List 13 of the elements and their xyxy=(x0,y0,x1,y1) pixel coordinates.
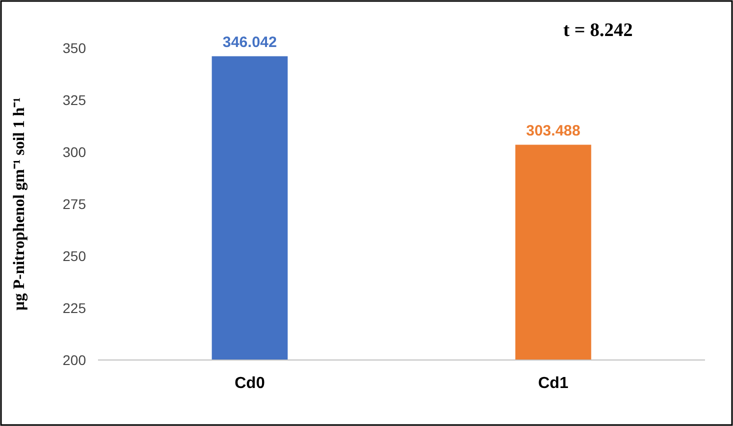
y-tick-label: 200 xyxy=(62,352,86,368)
y-tick-label: 225 xyxy=(62,300,86,316)
y-axis-title: µg P-nitrophenol gm⁻¹ soil 1 h⁻¹ xyxy=(11,97,28,310)
y-tick-label: 275 xyxy=(62,196,86,212)
y-tick-label: 350 xyxy=(62,40,86,56)
y-tick-label: 250 xyxy=(62,248,86,264)
x-tick-label: Cd0 xyxy=(234,375,265,392)
data-label: 346.042 xyxy=(222,34,277,52)
y-tick-label: 325 xyxy=(62,92,86,108)
text: t = 8.242 xyxy=(563,20,633,41)
data-label: 303.488 xyxy=(526,122,580,140)
y-tick-label: 300 xyxy=(62,144,86,160)
x-tick-label: Cd1 xyxy=(538,375,568,392)
